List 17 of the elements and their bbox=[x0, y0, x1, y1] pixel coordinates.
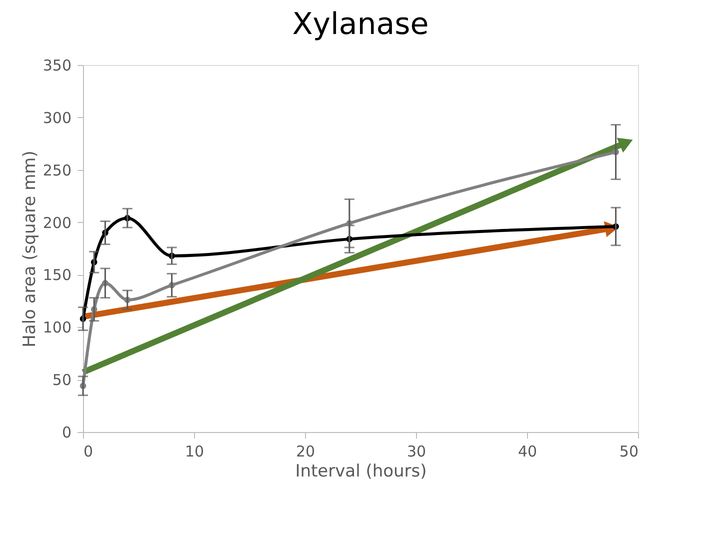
y-tick-label: 50 bbox=[52, 371, 72, 390]
y-tick-label: 350 bbox=[42, 56, 72, 74]
y-tick-label: 0 bbox=[62, 424, 72, 442]
y-tick-label: 250 bbox=[42, 161, 72, 180]
x-tick-label: 50 bbox=[619, 442, 638, 460]
y-tick-label: 150 bbox=[42, 266, 72, 284]
y-tick-label: 300 bbox=[42, 108, 72, 127]
y-tick-label: 100 bbox=[42, 318, 72, 337]
x-tick-label: 30 bbox=[406, 442, 426, 460]
chart-title: Xylanase bbox=[292, 7, 429, 42]
x-tick-label: 40 bbox=[518, 442, 538, 460]
x-tick-label: 20 bbox=[296, 442, 316, 460]
x-tick-label: 10 bbox=[184, 442, 204, 460]
y-tick-label: 200 bbox=[42, 214, 72, 232]
y-axis-title: Halo area (square mm) bbox=[20, 150, 40, 348]
x-tick-label: 0 bbox=[84, 442, 94, 460]
x-axis-title: Interval (hours) bbox=[295, 462, 427, 482]
